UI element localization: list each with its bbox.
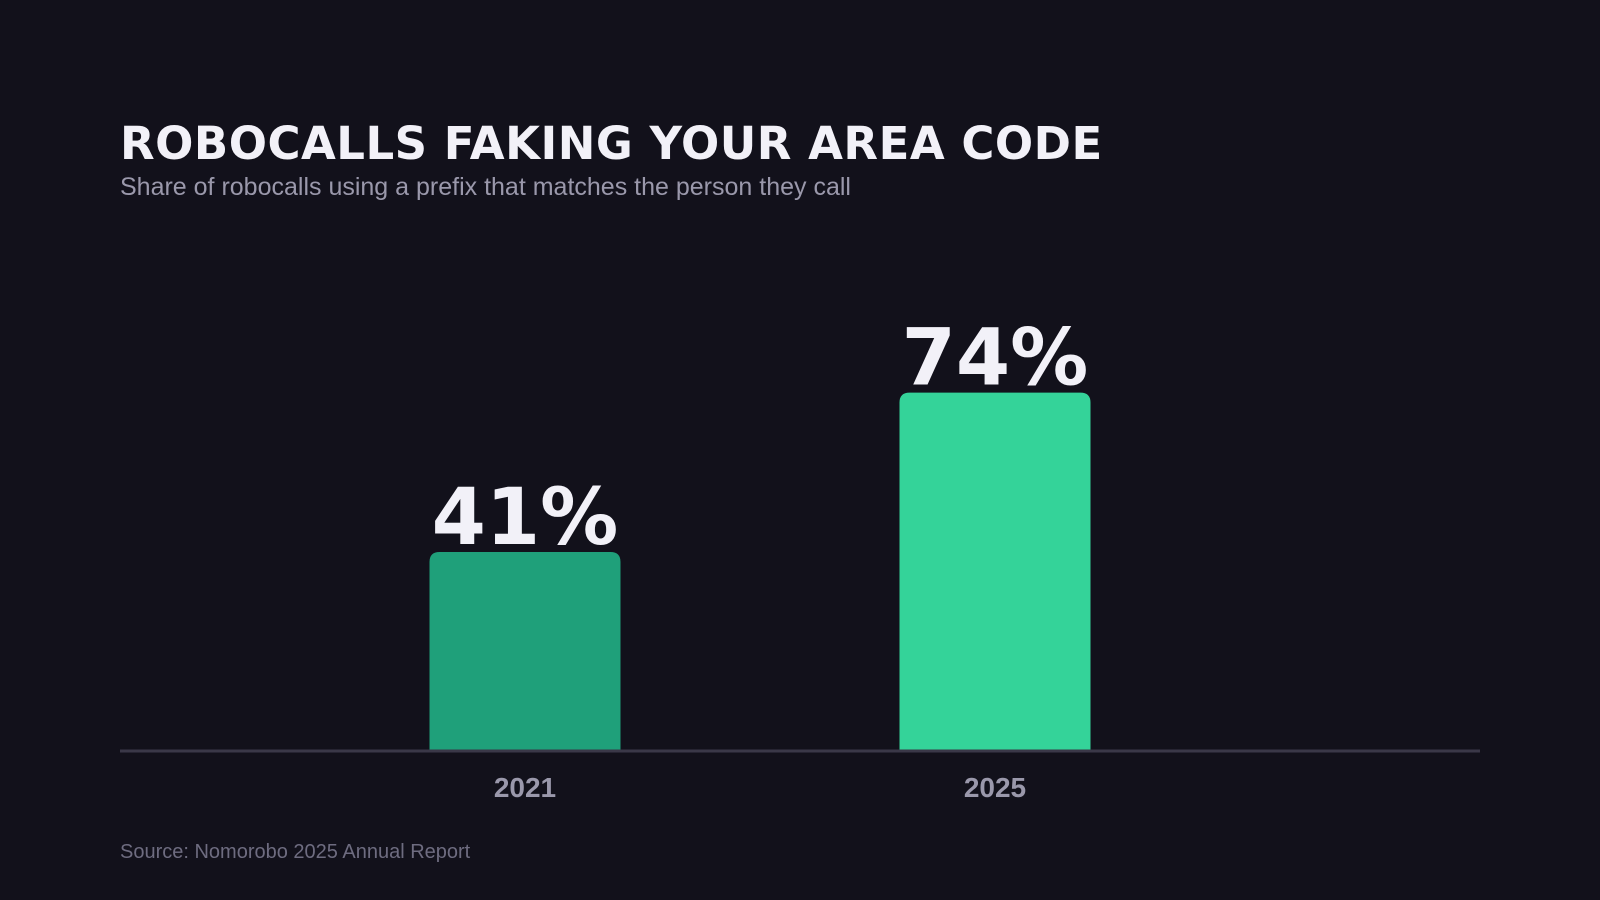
chart-title: ROBOCALLS FAKING YOUR AREA CODE <box>120 117 1103 170</box>
bar-2025 <box>899 392 1091 750</box>
value-label-2025: 74% <box>902 314 1089 404</box>
category-label-2025: 2025 <box>964 772 1026 803</box>
category-label-2021: 2021 <box>494 772 556 803</box>
source-note: Source: Nomorobo 2025 Annual Report <box>120 841 471 863</box>
chart-subtitle: Share of robocalls using a prefix that m… <box>120 173 851 201</box>
bar-2021 <box>429 551 621 750</box>
value-label-2021: 41% <box>432 473 619 563</box>
